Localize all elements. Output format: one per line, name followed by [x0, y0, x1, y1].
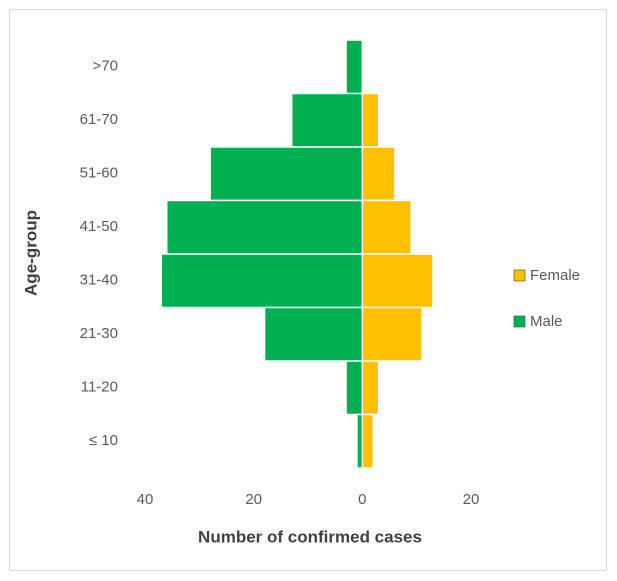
y-tick-label: 31-40: [80, 272, 118, 289]
x-tick-label: 20: [245, 491, 262, 508]
bar: [356, 413, 364, 469]
y-tick-label: 21-30: [80, 325, 118, 342]
bar: [165, 199, 364, 255]
bar: [361, 306, 423, 362]
y-tick-label: 41-50: [80, 218, 118, 235]
bar: [263, 306, 364, 362]
bar: [361, 199, 412, 255]
y-tick-label: ≤ 10: [89, 432, 118, 449]
bar: [345, 360, 364, 416]
bar: [290, 92, 364, 148]
bar: [361, 360, 380, 416]
y-tick-label: 51-60: [80, 165, 118, 182]
bar: [345, 39, 364, 95]
bar: [361, 92, 380, 148]
legend-swatch: [513, 315, 526, 328]
y-tick-label: 61-70: [80, 111, 118, 128]
legend-label: Male: [530, 313, 563, 330]
bar: [209, 146, 364, 202]
x-axis-title: Number of confirmed cases: [198, 527, 422, 546]
x-tick-label: 40: [137, 491, 154, 508]
bar: [361, 253, 434, 309]
bar: [361, 146, 396, 202]
bar: [160, 253, 364, 309]
x-tick-label: 20: [463, 491, 480, 508]
y-axis-title: Age-group: [21, 210, 40, 296]
y-tick-label: >70: [93, 58, 118, 75]
y-tick-label: 11-20: [81, 379, 118, 396]
legend-swatch: [513, 269, 526, 282]
legend-label: Female: [530, 267, 580, 284]
x-tick-label: 0: [358, 491, 366, 508]
bar: [361, 413, 374, 469]
